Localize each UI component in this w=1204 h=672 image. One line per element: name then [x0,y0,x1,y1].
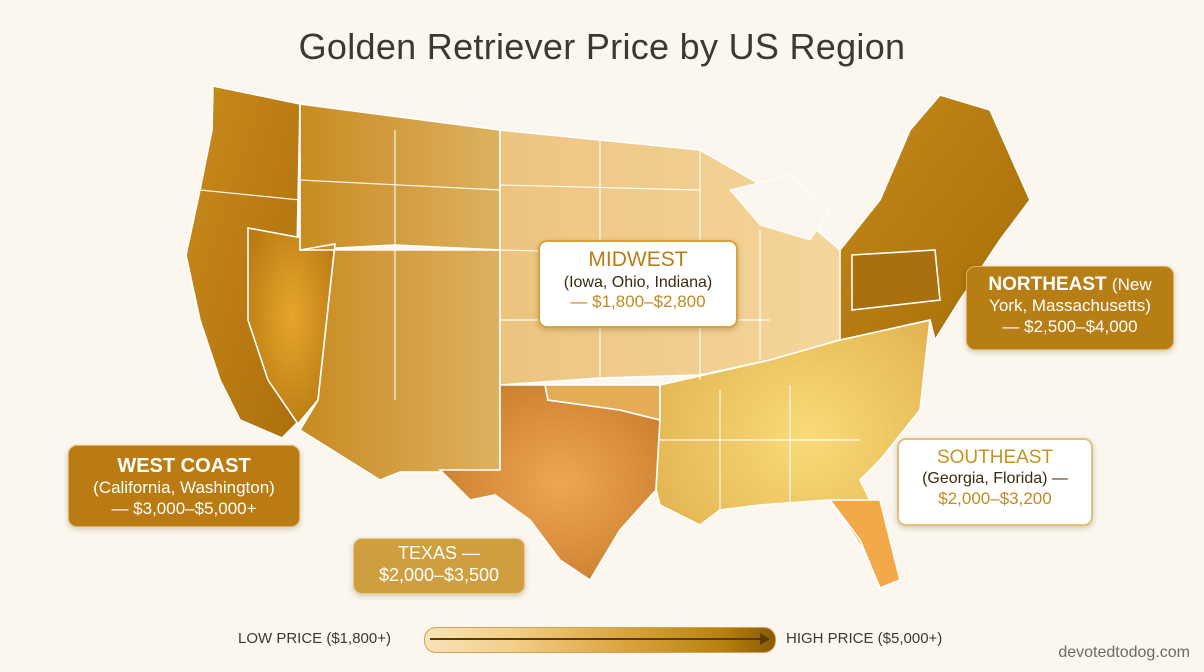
callout-midwest-heading: MIDWEST [588,248,688,271]
callout-west-coast: WEST COAST (California, Washington) — $3… [68,445,300,527]
legend-gradient-bar [424,627,776,653]
legend-arrow-line [430,638,766,640]
legend-low-label: LOW PRICE ($1,800+) [238,630,391,647]
state-pennsylvania [851,249,941,311]
callout-west-heading: WEST COAST [117,455,251,477]
region-mountain-north [299,103,501,251]
state-florida [828,499,901,590]
callout-midwest-sub: (Iowa, Ohio, Indiana) [563,273,713,291]
great-lakes [729,174,831,241]
callout-northeast-price: — $2,500–$4,000 [1002,316,1138,336]
callout-west-price: — $3,000–$5,000+ [111,499,257,519]
source-credit: devotedtodog.com [1058,644,1190,661]
callout-southeast: SOUTHEAST (Georgia, Florida) — $2,000–$3… [897,438,1093,526]
callout-texas-price: $2,000–$3,500 [378,564,500,585]
callout-southeast-heading: SOUTHEAST [936,447,1054,468]
state-oklahoma [544,384,661,422]
callout-midwest: MIDWEST (Iowa, Ohio, Indiana) — $1,800–$… [538,240,738,328]
callout-west-sub: (California, Washington) [93,478,275,498]
callout-northeast-sub: York, Massachusetts) [989,296,1151,316]
callout-southeast-price: $2,000–$3,200 [938,488,1052,508]
callout-texas-heading: TEXAS — [397,543,481,563]
callout-northeast-heading: NORTHEAST [988,274,1107,295]
map-title: Golden Retriever Price by US Region [298,26,906,67]
legend-high-label: HIGH PRICE ($5,000+) [786,630,943,647]
callout-midwest-price: — $1,800–$2,800 [570,292,706,312]
legend-arrow-icon [760,633,770,645]
callout-southeast-sub: (Georgia, Florida) — [922,470,1068,488]
callout-northeast-heading-rest: (New [1111,275,1152,294]
callout-northeast: NORTHEAST (New York, Massachusetts) — $2… [966,266,1174,350]
callout-texas: TEXAS — $2,000–$3,500 [353,538,525,594]
